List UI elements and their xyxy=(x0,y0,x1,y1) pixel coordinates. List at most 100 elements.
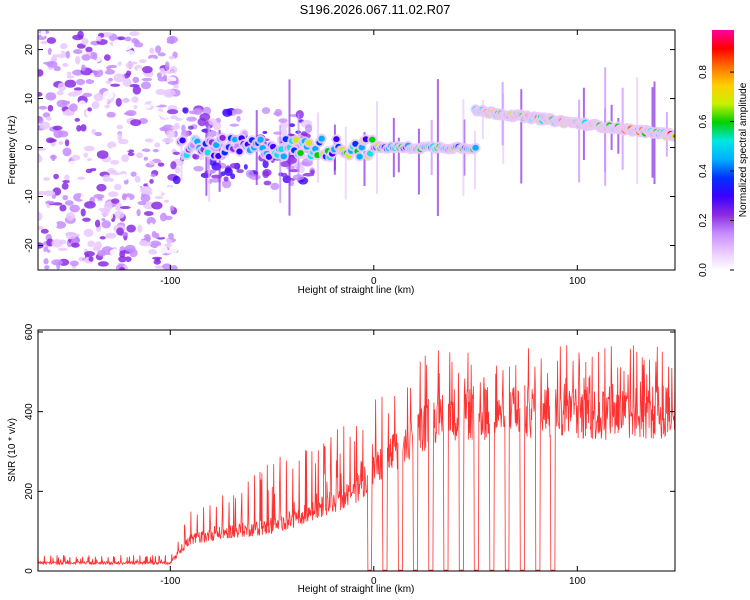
spectrogram-ytick-label: 20 xyxy=(24,44,35,56)
spectrogram-noise-blob xyxy=(157,162,165,167)
spectrogram-noise-blob xyxy=(220,171,226,177)
spectrogram-noise-blob xyxy=(150,101,161,107)
spectrogram-noise-blob xyxy=(132,85,142,95)
spectrogram-noise-blob xyxy=(105,66,111,70)
spectrogram-noise-blob xyxy=(132,261,141,267)
spectrogram-noise-blob xyxy=(78,100,87,109)
spectrogram-noise-blob xyxy=(116,166,123,173)
spectrogram-noise-blob xyxy=(138,59,147,64)
spectrogram-ridge-point xyxy=(369,136,376,143)
spectrogram-noise-blob xyxy=(156,72,162,79)
spectrogram-noise-blob xyxy=(166,76,177,83)
spectrogram-noise-blob xyxy=(51,221,58,229)
spectrogram-noise-blob xyxy=(166,129,176,139)
spectrogram-noise-blob xyxy=(48,138,57,143)
spectrogram-noise-blob xyxy=(116,227,124,236)
spectrogram-noise-blob xyxy=(52,202,63,206)
spectrogram-noise-blob xyxy=(169,205,175,211)
spectrogram-noise-blob xyxy=(150,173,156,178)
spectrogram-noise-blob xyxy=(198,154,205,161)
spectrogram-noise-blob xyxy=(210,177,221,183)
spectrogram-noise-blob xyxy=(83,228,94,237)
spectrogram-noise-blob xyxy=(53,173,59,180)
spectrogram-noise-blob xyxy=(43,190,56,197)
spectrogram-noise-blob xyxy=(148,57,157,65)
spectrogram-noise-blob xyxy=(66,71,72,76)
spectrogram-noise-blob xyxy=(160,186,169,193)
spectrogram-noise-blob xyxy=(71,242,80,248)
spectrogram-noise-blob xyxy=(69,204,80,213)
spectrogram-noise-blob xyxy=(46,60,58,68)
spectrogram-ytick-label: -20 xyxy=(24,238,35,253)
spectrogram-noise-blob xyxy=(88,256,94,262)
spectrogram-noise-blob xyxy=(116,124,124,130)
spectrogram-noise-blob xyxy=(44,265,50,270)
spectrogram-noise-blob xyxy=(43,177,51,181)
spectrogram-ridge-point xyxy=(352,140,359,147)
spectrogram-xlabel: Height of straight line (km) xyxy=(298,285,415,296)
spectrogram-noise-blob xyxy=(80,192,86,200)
spectrogram-noise-blob xyxy=(64,79,77,88)
spectrogram-noise-blob xyxy=(118,138,129,145)
colorbar-tick-label: 0.0 xyxy=(698,263,709,277)
spectrogram-noise-blob xyxy=(109,178,114,182)
spectrogram-noise-blob xyxy=(64,200,74,206)
spectrogram-noise-blob xyxy=(38,212,43,221)
spectrogram-noise-blob xyxy=(122,165,135,173)
spectrogram-noise-blob xyxy=(85,51,92,55)
spectrogram-noise-blob xyxy=(88,60,98,68)
spectrogram-noise-blob xyxy=(168,232,174,240)
spectrogram-noise-blob xyxy=(173,84,179,89)
spectrogram-noise-blob xyxy=(38,147,46,151)
spectrogram-noise-blob xyxy=(83,145,95,152)
spectrogram-noise-blob xyxy=(90,51,96,60)
spectrogram-ridge-point xyxy=(213,142,220,149)
spectrogram-noise-blob xyxy=(45,116,52,121)
spectrogram-noise-blob xyxy=(74,55,81,65)
spectrogram-noise-blob xyxy=(223,176,229,182)
spectrogram-noise-blob xyxy=(139,239,148,246)
spectrogram-ridge-point xyxy=(280,153,287,160)
spectrogram-noise-blob xyxy=(38,225,44,230)
spectrogram-noise-blob xyxy=(58,140,64,145)
spectrogram-noise-blob xyxy=(222,108,233,117)
spectrogram-noise-blob xyxy=(46,37,57,44)
spectrogram-noise-blob xyxy=(65,232,77,240)
spectrogram-noise-blob xyxy=(158,152,166,160)
spectrogram-noise-blob xyxy=(243,164,248,170)
spectrogram-noise-blob xyxy=(114,183,122,191)
spectrogram-noise-blob xyxy=(117,132,123,142)
spectrogram-noise-blob xyxy=(136,152,144,159)
spectrogram-noise-blob xyxy=(245,169,254,178)
spectrogram-noise-blob xyxy=(136,183,141,192)
spectrogram-noise-blob xyxy=(101,220,111,229)
spectrogram-noise-blob xyxy=(81,64,86,72)
spectrogram-noise-blob xyxy=(161,223,170,230)
spectrogram-noise-blob xyxy=(126,50,135,59)
spectrogram-noise-blob xyxy=(141,148,151,153)
spectrogram-noise-blob xyxy=(87,114,98,119)
spectrogram-noise-blob xyxy=(123,42,133,51)
spectrogram-noise-blob xyxy=(89,72,95,81)
spectrogram-noise-blob xyxy=(224,167,233,177)
spectrogram-noise-blob xyxy=(39,57,48,64)
spectrogram-noise-blob xyxy=(52,125,63,131)
spectrogram-noise-blob xyxy=(40,30,46,37)
spectrogram-noise-blob xyxy=(229,123,240,127)
spectrogram-noise-blob xyxy=(149,47,155,54)
spectrogram-noise-blob xyxy=(169,245,178,254)
spectrogram-noise-blob xyxy=(154,142,161,148)
colorbar-tick-label: 0.2 xyxy=(698,213,709,227)
spectrogram-noise-blob xyxy=(38,263,42,269)
spectrogram-noise-blob xyxy=(121,193,127,201)
spectrogram-noise-blob xyxy=(65,50,71,59)
spectrogram-noise-blob xyxy=(47,104,54,112)
spectrogram-noise-blob xyxy=(49,209,61,214)
spectrogram-noise-blob xyxy=(280,127,288,137)
spectrogram-noise-blob xyxy=(129,83,140,88)
colorbar-label: Normalized spectral amplitude xyxy=(738,82,749,217)
spectrogram-noise-blob xyxy=(102,98,108,106)
spectrogram-noise-blob xyxy=(95,200,106,205)
spectrogram-noise-blob xyxy=(119,267,126,270)
spectrogram-noise-blob xyxy=(132,76,140,84)
